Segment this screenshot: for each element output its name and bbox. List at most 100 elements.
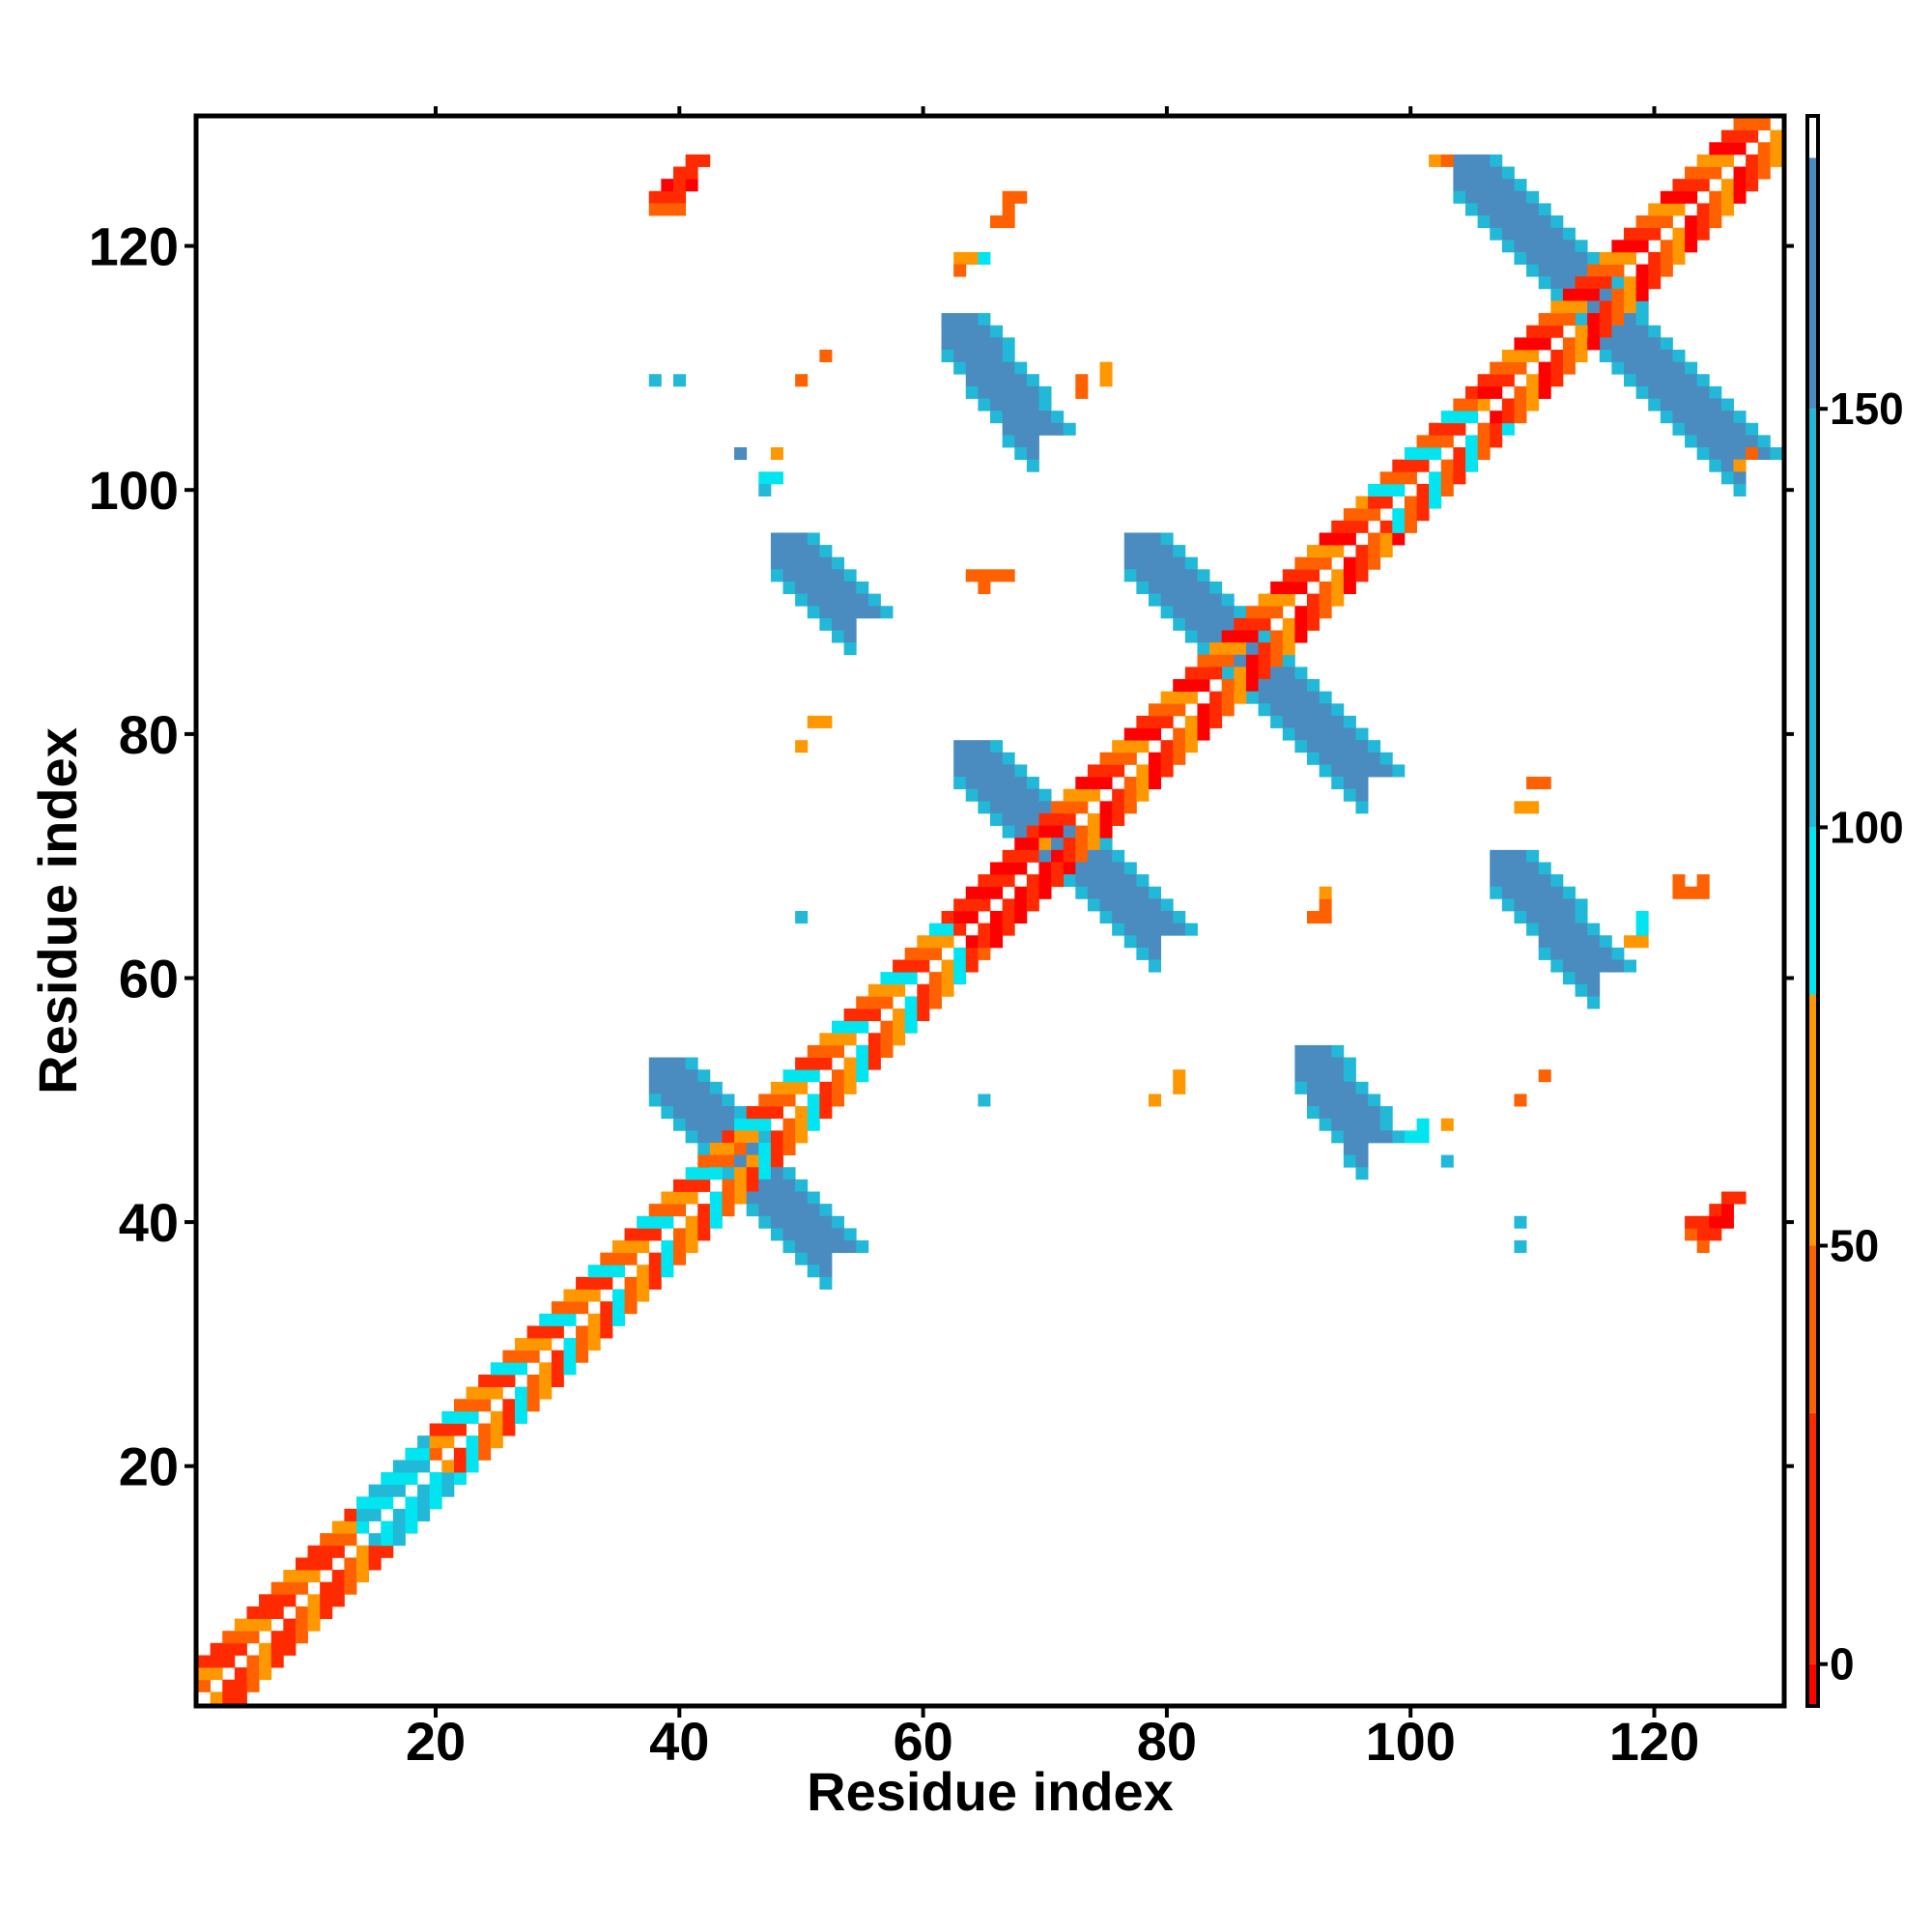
strand-edge-cell [1624, 325, 1637, 338]
y-tick-label: 80 [119, 704, 179, 765]
diagonal-cell [441, 1472, 455, 1486]
strand-edge-cell [1733, 483, 1747, 497]
strand-edge-cell [1575, 959, 1588, 973]
diagonal-cell [1087, 764, 1100, 778]
diagonal-cell [1173, 679, 1186, 693]
strand-edge-cell [1355, 1130, 1369, 1144]
diagonal-cell [563, 1301, 577, 1315]
strand-edge-cell [1746, 435, 1759, 448]
strand-edge-cell [953, 349, 967, 363]
diagonal-cell [381, 1545, 394, 1558]
diagonal-cell [259, 1618, 272, 1632]
strand-edge-cell [1355, 1142, 1369, 1156]
diagonal-cell [1440, 459, 1454, 472]
diagonal-cell [587, 1276, 601, 1290]
strand-edge-cell [746, 1179, 759, 1192]
strand-edge-cell [782, 1167, 796, 1180]
strand-edge-cell [1648, 361, 1662, 375]
diagonal-cell [1465, 398, 1479, 412]
strand-edge-cell [832, 556, 845, 570]
diagonal-cell [1173, 740, 1186, 753]
colorbar-segment [1807, 157, 1818, 410]
strand-edge-cell [770, 1167, 783, 1180]
strand-edge-cell [685, 1106, 698, 1120]
diagonal-cell [259, 1642, 272, 1656]
strand-edge-cell [1002, 764, 1015, 778]
strand-edge-cell [1331, 1081, 1345, 1094]
diagonal-cell [832, 1069, 845, 1083]
diagonal-cell [392, 1484, 406, 1497]
diagonal-cell [990, 923, 1004, 936]
diagonal-cell [953, 911, 967, 924]
strand-edge-cell [1063, 849, 1076, 863]
strand-edge-cell [1319, 1069, 1332, 1083]
diagonal-cell [1331, 581, 1345, 594]
strand-edge-cell [1149, 886, 1162, 899]
diagonal-cell [1099, 752, 1113, 765]
diagonal-cell [1672, 251, 1686, 265]
diagonal-cell [441, 1484, 455, 1497]
diagonal-cell [441, 1435, 455, 1449]
diagonal-cell [563, 1313, 577, 1326]
diagonal-cell [1343, 569, 1356, 582]
strand-edge-cell [1075, 862, 1089, 875]
diagonal-cell [320, 1533, 333, 1547]
strand-edge-cell [1514, 240, 1527, 253]
strand-edge-cell [661, 1057, 674, 1070]
diagonal-cell [1696, 179, 1710, 192]
strand-edge-cell [1221, 593, 1235, 607]
diagonal-cell [1538, 374, 1551, 387]
diagonal-cell [1099, 777, 1113, 790]
diagonal-cell [1331, 593, 1345, 607]
diagonal-cell [867, 1044, 881, 1058]
diagonal-cell [965, 959, 979, 973]
strand-edge-cell [965, 752, 979, 765]
diagonal-cell [1757, 154, 1771, 167]
diagonal-cell [661, 1215, 674, 1229]
diagonal-cell [637, 1228, 650, 1241]
strand-edge-cell [673, 1069, 687, 1083]
diagonal-cell [1538, 385, 1551, 399]
diagonal-cell [1501, 398, 1515, 412]
diagonal-cell [441, 1410, 455, 1424]
strand-edge-cell [1368, 752, 1381, 765]
diagonal-cell [1501, 361, 1515, 375]
strand-edge-cell [782, 581, 796, 594]
strand-edge-cell [953, 313, 967, 327]
strand-edge-cell [1038, 849, 1052, 863]
strand-edge-cell [782, 1228, 796, 1241]
diagonal-cell [709, 1215, 723, 1229]
strand-edge-cell [819, 1228, 833, 1241]
diagonal-cell [1343, 508, 1356, 522]
diagonal-cell [1709, 215, 1722, 229]
strand-edge-cell [1160, 545, 1174, 558]
diagonal-cell [917, 959, 930, 973]
diagonal-cell [1709, 166, 1722, 180]
strand-edge-cell [1550, 227, 1564, 241]
contact-cell [1075, 385, 1089, 399]
diagonal-cell [1282, 617, 1295, 631]
strand-edge-cell [795, 1204, 809, 1217]
diagonal-cell [770, 1081, 783, 1094]
diagonal-cell [1392, 483, 1406, 497]
diagonal-cell [990, 886, 1004, 899]
strand-edge-cell [1562, 300, 1576, 314]
diagonal-cell [819, 1106, 833, 1120]
diagonal-cell [1440, 483, 1454, 497]
diagonal-cell [502, 1399, 516, 1412]
diagonal-cell [1453, 471, 1466, 485]
diagonal-cell [928, 996, 942, 1009]
diagonal-cell [990, 935, 1004, 949]
strand-edge-cell [1258, 667, 1271, 680]
contact-cell [1526, 801, 1540, 814]
strand-edge-cell [832, 1215, 845, 1229]
diagonal-cell [1490, 435, 1503, 448]
diagonal-cell [1709, 203, 1722, 216]
strand-edge-cell [782, 1240, 796, 1254]
diagonal-cell [1307, 617, 1321, 631]
strand-edge-cell [832, 1228, 845, 1241]
strand-edge-cell [1355, 801, 1369, 814]
diagonal-cell [1282, 581, 1295, 594]
strand-edge-cell [1685, 422, 1698, 436]
